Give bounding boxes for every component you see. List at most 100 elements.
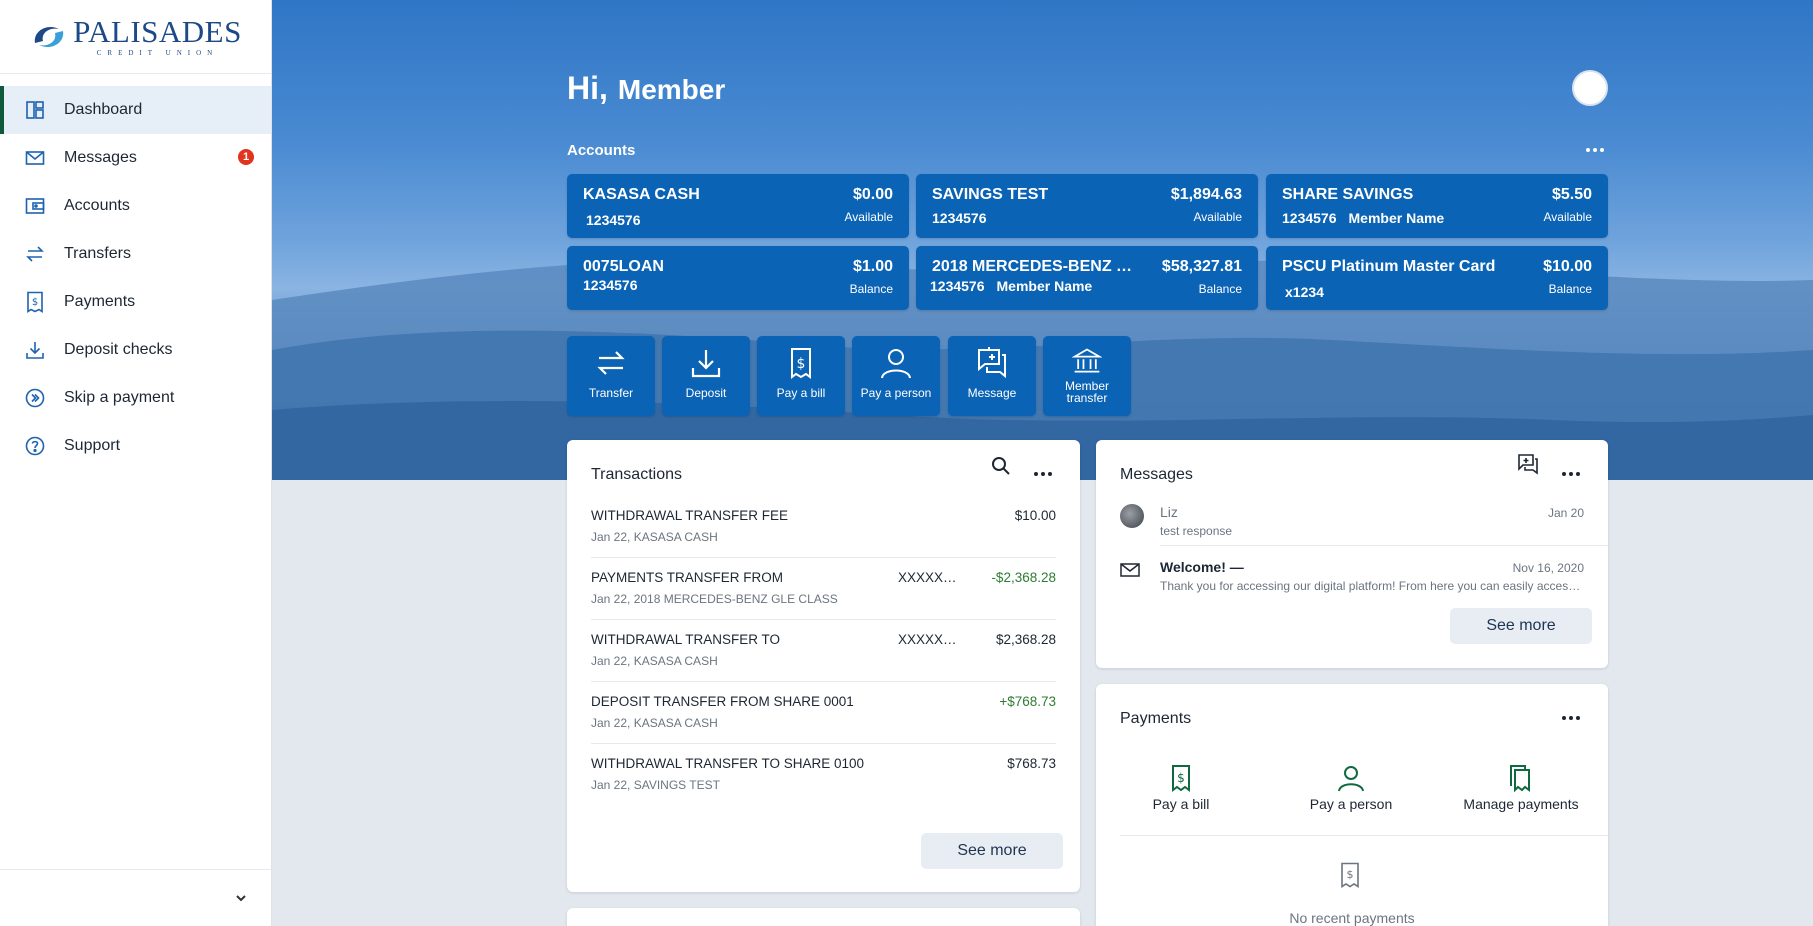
payments-title: Payments bbox=[1120, 710, 1192, 727]
transaction-account: XXXXXXXXXX bbox=[898, 632, 964, 647]
payments-manage-payments[interactable]: Manage payments bbox=[1446, 764, 1596, 812]
logo-text: PALISADES bbox=[73, 14, 242, 49]
account-number: 1234576 bbox=[583, 277, 638, 293]
transactions-see-more-button[interactable]: See more bbox=[921, 833, 1063, 869]
account-amount: $0.00 bbox=[852, 186, 893, 203]
member-name: Member bbox=[617, 74, 726, 105]
transaction-description: WITHDRAWAL TRANSFER TO SHARE 0100 bbox=[591, 756, 865, 771]
help-icon bbox=[24, 435, 46, 457]
sidebar-item-dashboard[interactable]: Dashboard bbox=[0, 86, 271, 134]
message-preview: Thank you for accessing our digital plat… bbox=[1160, 579, 1584, 593]
quick-action-message[interactable]: Message bbox=[948, 336, 1036, 416]
account-status: Available bbox=[1543, 210, 1592, 224]
payment-option-label: Pay a bill bbox=[1152, 796, 1210, 812]
account-card-kasasa-cash[interactable]: KASASA CASH 1234576 $0.00 Available bbox=[567, 174, 909, 238]
transactions-title: Transactions bbox=[591, 466, 682, 483]
message-item[interactable]: Welcome! — Thank you for accessing our d… bbox=[1160, 559, 1584, 593]
more-options-icon[interactable] bbox=[1559, 462, 1583, 486]
account-number-value: 1234576 bbox=[930, 278, 985, 294]
quick-action-pay-a-bill[interactable]: $ Pay a bill bbox=[757, 336, 845, 416]
transaction-amount: $768.73 bbox=[1007, 756, 1056, 771]
download-icon bbox=[689, 346, 723, 380]
sidebar-item-deposit-checks[interactable]: Deposit checks bbox=[0, 326, 271, 374]
search-icon[interactable] bbox=[989, 454, 1013, 478]
account-number: 1234576 Member Name bbox=[930, 278, 1092, 294]
payment-option-label: Pay a person bbox=[1309, 796, 1393, 812]
quick-action-label: Pay a bill bbox=[776, 386, 826, 400]
account-number-value: 1234576 bbox=[932, 210, 987, 226]
sidebar-item-support[interactable]: Support bbox=[0, 422, 271, 470]
account-name: 2018 MERCEDES-BENZ GLE CLASS bbox=[932, 258, 1144, 275]
sidebar-footer bbox=[0, 869, 271, 926]
dashboard-icon bbox=[24, 99, 46, 121]
transactions-card: Transactions WITHDRAWAL TRANSFER FEE Jan… bbox=[567, 440, 1080, 892]
transaction-row[interactable]: WITHDRAWAL TRANSFER TO Jan 22, KASASA CA… bbox=[591, 620, 1056, 682]
more-options-icon[interactable] bbox=[1031, 462, 1055, 486]
transaction-row[interactable]: WITHDRAWAL TRANSFER FEE Jan 22, KASASA C… bbox=[591, 496, 1056, 558]
account-card-platinum-mastercard[interactable]: PSCU Platinum Master Card x1234 $10.00 B… bbox=[1266, 246, 1608, 310]
sidebar-item-label: Deposit checks bbox=[64, 341, 173, 358]
account-number: x1234 bbox=[1285, 284, 1324, 300]
transaction-description: PAYMENTS TRANSFER FROM bbox=[591, 570, 784, 585]
account-status: Available bbox=[1193, 210, 1242, 224]
transaction-row[interactable]: DEPOSIT TRANSFER FROM SHARE 0001 Jan 22,… bbox=[591, 682, 1056, 744]
payments-pay-a-person[interactable]: Pay a person bbox=[1276, 764, 1426, 812]
transaction-amount: -$2,368.28 bbox=[991, 570, 1056, 585]
account-card-savings-test[interactable]: SAVINGS TEST 1234576 $1,894.63 Available bbox=[916, 174, 1258, 238]
more-options-icon[interactable] bbox=[1559, 706, 1583, 730]
chevron-down-icon[interactable] bbox=[231, 888, 251, 908]
greeting-hi: Hi, bbox=[567, 70, 608, 106]
unread-badge: 1 bbox=[238, 149, 254, 165]
quick-action-transfer[interactable]: Transfer bbox=[567, 336, 655, 416]
sidebar-item-transfers[interactable]: Transfers bbox=[0, 230, 271, 278]
wallet-icon bbox=[24, 195, 46, 217]
account-amount: $1.00 bbox=[852, 258, 893, 275]
transaction-row[interactable]: PAYMENTS TRANSFER FROM Jan 22, 2018 MERC… bbox=[591, 558, 1056, 620]
message-sender: Liz bbox=[1160, 504, 1178, 520]
quick-action-label: Transfer bbox=[588, 386, 634, 400]
transaction-subtitle: Jan 22, SAVINGS TEST bbox=[591, 778, 720, 792]
quick-action-deposit[interactable]: Deposit bbox=[662, 336, 750, 416]
transaction-row[interactable]: WITHDRAWAL TRANSFER TO SHARE 0100 Jan 22… bbox=[591, 744, 1056, 806]
bill-icon: $ bbox=[1167, 764, 1195, 792]
quick-action-pay-a-person[interactable]: Pay a person bbox=[852, 336, 940, 416]
messages-card: Messages Liz test response Jan 20 Welcom… bbox=[1096, 440, 1608, 668]
sidebar-item-label: Accounts bbox=[64, 197, 130, 214]
messages-see-more-button[interactable]: See more bbox=[1450, 608, 1592, 644]
svg-text:$: $ bbox=[1177, 771, 1185, 785]
more-options-icon[interactable] bbox=[1583, 140, 1607, 160]
payments-pay-a-bill[interactable]: $ Pay a bill bbox=[1106, 764, 1256, 812]
accounts-title: Accounts bbox=[567, 142, 636, 159]
account-owner: Member Name bbox=[996, 278, 1093, 294]
message-item[interactable]: Liz test response Jan 20 bbox=[1160, 504, 1584, 538]
account-name: SHARE SAVINGS bbox=[1282, 186, 1414, 203]
mail-icon bbox=[1120, 562, 1142, 578]
svg-text:$: $ bbox=[32, 297, 38, 308]
account-number-value: x1234 bbox=[1285, 284, 1324, 300]
quick-action-member-transfer[interactable]: Member transfer bbox=[1043, 336, 1131, 416]
sidebar: PALISADES CREDIT UNION Dashboard Message… bbox=[0, 0, 272, 926]
account-number-value: 1234576 bbox=[583, 277, 638, 293]
compose-message-icon[interactable] bbox=[1516, 452, 1540, 476]
sidebar-item-payments[interactable]: $ Payments bbox=[0, 278, 271, 326]
sidebar-item-label: Skip a payment bbox=[64, 389, 175, 406]
transaction-amount: $2,368.28 bbox=[995, 632, 1056, 647]
account-card-mercedes-loan[interactable]: 2018 MERCEDES-BENZ GLE CLASS 1234576 Memb… bbox=[916, 246, 1258, 310]
sidebar-item-label: Messages bbox=[64, 149, 137, 166]
sidebar-item-accounts[interactable]: Accounts bbox=[0, 182, 271, 230]
sidebar-nav: Dashboard Messages 1 Accounts Transfers … bbox=[0, 86, 271, 470]
sidebar-item-skip-a-payment[interactable]: Skip a payment bbox=[0, 374, 271, 422]
bill-icon: $ bbox=[784, 346, 818, 380]
account-card-share-savings[interactable]: SHARE SAVINGS 1234576 Member Name $5.50 A… bbox=[1266, 174, 1608, 238]
sidebar-item-messages[interactable]: Messages 1 bbox=[0, 134, 271, 182]
account-status: Balance bbox=[849, 282, 893, 296]
account-name: SAVINGS TEST bbox=[932, 186, 1049, 203]
account-amount: $58,327.81 bbox=[1161, 258, 1242, 275]
message-preview: test response bbox=[1160, 524, 1233, 538]
palisades-logo[interactable]: PALISADES CREDIT UNION bbox=[0, 0, 271, 74]
account-name: PSCU Platinum Master Card bbox=[1282, 258, 1496, 275]
profile-avatar[interactable] bbox=[1572, 70, 1608, 106]
transaction-subtitle: Jan 22, 2018 MERCEDES-BENZ GLE CLASS bbox=[591, 592, 838, 606]
account-card-0075loan[interactable]: 0075LOAN 1234576 $1.00 Balance bbox=[567, 246, 909, 310]
account-name: KASASA CASH bbox=[583, 186, 700, 203]
